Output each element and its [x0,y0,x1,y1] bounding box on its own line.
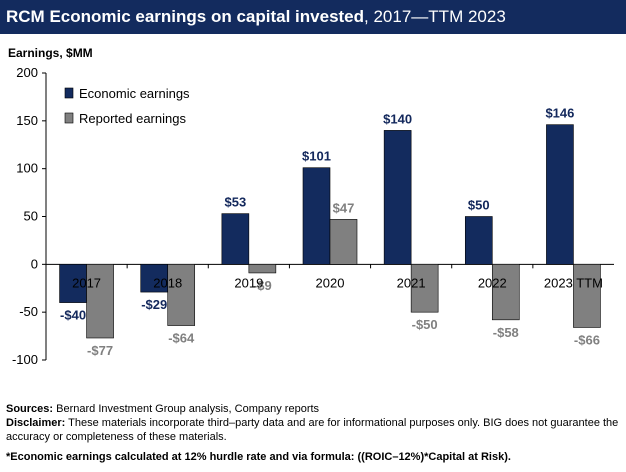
reported-bar [329,219,358,265]
x-category-label: 2021 [397,275,426,290]
x-category-label: 2023 TTM [544,275,603,290]
legend-swatch-economic [64,87,74,99]
reported-data-label: -$50 [412,317,438,332]
y-tick-label: 50 [24,209,38,224]
y-tick-label: 100 [16,161,38,176]
y-tick-label: 0 [31,256,38,271]
chart-title-bar: RCM Economic earnings on capital investe… [0,0,626,34]
reported-bar [86,264,114,339]
sources-line: Sources: Bernard Investment Group analys… [6,402,622,416]
y-tick-label: -100 [12,352,38,367]
chart-title-bold: RCM Economic earnings on capital investe… [6,7,365,26]
disclaimer-line: Disclaimer: These materials incorporate … [6,416,622,444]
y-tick-label: -50 [19,304,38,319]
reported-data-label: -$58 [493,325,519,340]
economic-data-label: -$29 [141,297,167,312]
legend-swatch-reported [64,112,74,124]
y-axis-label: Earnings, $MM [8,46,93,60]
labels-layer: -$40 -$77 -$29 -$64 $53 -$9 $101 $47 $140 -$50 $50… [60,106,603,358]
economic-data-label: $101 [302,149,331,164]
y-tick-label: 150 [16,113,38,128]
legend-label-reported: Reported earnings [79,111,186,126]
economic-bar [302,167,331,265]
economic-bar [546,124,574,265]
sources-text: Bernard Investment Group analysis, Compa… [53,403,320,415]
reported-data-label: -$9 [253,278,272,293]
y-tick-label: 200 [16,65,38,80]
economic-bar [140,264,169,293]
economic-data-label: -$40 [60,308,86,323]
footnotes: Sources: Bernard Investment Group analys… [6,402,622,464]
legend: Economic earnings Reported earnings [64,86,190,126]
legend-label-economic: Economic earnings [79,86,190,101]
economic-bar [383,130,412,265]
economic-data-label: $50 [468,198,490,213]
reported-data-label: -$64 [168,331,195,346]
reported-bar [491,264,520,321]
x-category-label: 2017 [72,275,101,290]
economic-bar [464,216,493,265]
economic-bar [59,264,87,303]
reported-data-label: -$77 [87,343,113,358]
economic-data-label: $146 [545,106,574,121]
sources-label: Sources: [6,403,54,415]
reported-data-label: $47 [333,200,355,215]
reported-bar [410,264,439,313]
x-category-label: 2018 [153,275,182,290]
reported-data-label: -$66 [574,332,600,347]
disclaimer-label: Disclaimer: [6,417,66,429]
reported-bar [248,264,277,274]
x-category-label: 2020 [316,275,345,290]
reported-bar [167,264,196,326]
bars-layer [59,124,601,339]
x-category-label: 2022 [478,275,507,290]
economic-data-label: $140 [383,111,412,126]
reported-bar [573,264,601,328]
economic-data-label: $53 [225,195,247,210]
disclaimer-text: These materials incorporate third–party … [6,417,619,443]
x-category-label: 2019 [234,275,263,290]
formula-note: *Economic earnings calculated at 12% hur… [6,451,511,463]
economic-bar [221,213,250,265]
chart-title-rest: , 2017—TTM 2023 [364,7,506,26]
